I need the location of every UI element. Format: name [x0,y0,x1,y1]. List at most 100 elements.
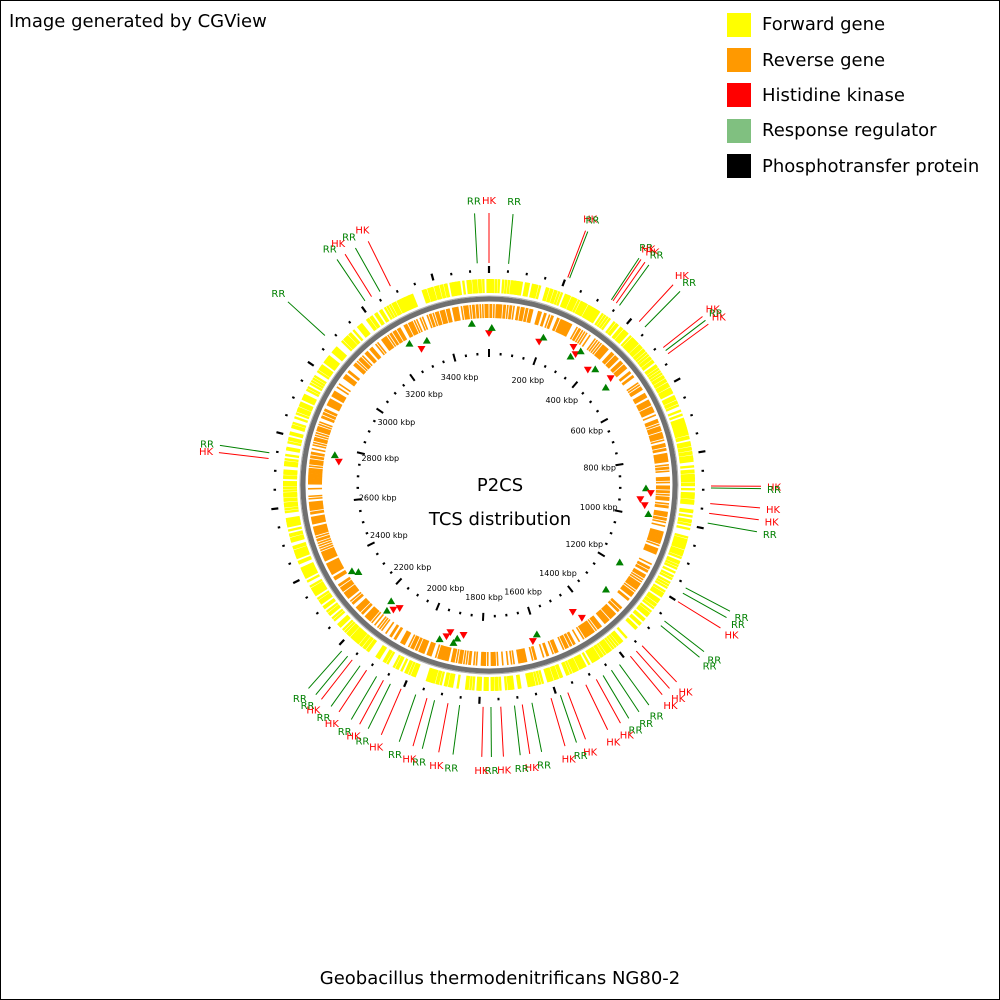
forward-gene-mark [568,658,577,673]
reverse-gene-mark [648,533,663,540]
reverse-gene-mark [358,358,370,370]
forward-gene-mark [643,596,657,608]
legend-swatch-reverse-gene [727,48,751,73]
inner-ruler-minor-tick [421,370,425,374]
reverse-gene-mark [640,408,654,416]
histidine-kinase-label: HK [620,731,635,742]
reverse-gene-mark [316,534,331,541]
reverse-gene-mark [367,608,378,621]
reverse-gene-mark [625,579,639,589]
forward-gene-mark [366,639,378,653]
response-regulator-label: RR [388,750,402,761]
reverse-gene-mark [603,605,615,617]
inner-ruler-minor-tick [442,360,445,364]
reverse-gene-mark [329,398,343,407]
reverse-gene-mark [332,392,346,402]
reverse-gene-mark [361,355,373,367]
forward-gene-mark [676,525,691,531]
reverse-gene-mark [652,516,667,521]
reverse-gene-mark [365,351,377,364]
feature-callout-line [521,704,531,755]
reverse-gene-mark [655,497,670,500]
outer-ruler-major-tick [673,377,681,383]
outer-ruler-minor-tick [611,308,615,313]
forward-gene-mark [291,425,306,432]
response-regulator-label: RR [639,243,653,254]
reverse-gene-mark [611,362,624,373]
reverse-gene-mark [552,317,560,332]
forward-gene-mark [547,667,554,682]
reverse-gene-mark [602,352,614,364]
feature-callout-line [367,683,391,729]
reverse-gene-mark [427,642,434,656]
reverse-gene-mark [364,606,376,618]
response-regulator-marker [354,568,363,575]
forward-gene-mark [607,322,618,336]
reverse-gene-mark [623,582,636,593]
forward-gene-mark [447,673,453,688]
forward-gene-mark [596,642,607,656]
reverse-gene-mark [653,456,668,461]
forward-gene-mark [664,401,679,410]
response-regulator-marker [467,319,476,327]
reverse-gene-mark [359,357,371,369]
reverse-gene-mark [654,503,669,508]
reverse-gene-mark [520,307,525,322]
outer-ruler-major-tick [668,595,676,601]
reverse-gene-mark [429,313,436,328]
forward-gene-mark [298,404,313,412]
genome-backbone [300,296,678,674]
response-regulator-label: RR [293,694,307,705]
inner-ruler-major-tick [614,509,623,513]
histidine-kinase-label: HK [712,312,727,323]
reverse-gene-mark [610,360,622,372]
reverse-gene-mark [572,328,582,342]
forward-gene-mark [588,308,598,323]
reverse-gene-mark [320,416,335,424]
forward-gene-mark [606,635,617,649]
inner-ruler-major-tick [409,373,416,382]
feature-callout-line [350,676,378,720]
reverse-gene-mark [440,645,446,660]
forward-gene-mark [287,438,303,444]
inner-ruler-minor-tick [393,391,397,395]
forward-gene-mark [422,289,430,304]
reverse-gene-mark [593,344,605,357]
forward-gene-mark [408,661,416,676]
forward-gene-mark [348,333,360,345]
feature-callout-line [513,705,521,756]
response-regulator-label: RR [650,712,664,723]
forward-gene-mark [679,459,694,464]
inner-ruler-minor-tick [363,440,367,444]
inner-ruler-minor-tick [611,440,615,444]
forward-gene-mark [510,675,515,690]
forward-gene-mark [380,308,390,323]
reverse-gene-mark [633,394,647,404]
inner-ruler [353,349,624,621]
forward-gene-mark [286,518,301,524]
response-regulator-label: RR [317,713,331,724]
reverse-gene-mark [644,419,659,427]
forward-gene-mark [680,473,695,477]
forward-gene-mark [337,614,349,626]
forward-gene-mark [354,630,366,643]
reverse-gene-mark [312,441,327,447]
response-regulator-marker [566,352,575,360]
forward-gene-mark [310,379,325,389]
reverse-gene-mark [323,409,338,417]
forward-gene-mark [527,672,534,687]
forward-gene-mark [549,289,557,304]
inner-ruler-minor-tick [588,400,593,404]
reverse-gene-mark [387,334,397,347]
forward-gene-mark [561,662,569,676]
reverse-gene-mark [476,304,480,319]
forward-gene-mark [651,585,665,596]
reverse-gene-mark [473,651,476,666]
reverse-gene-mark [390,332,400,346]
inner-ruler-major-tick [571,381,579,389]
forward-gene-mark [518,281,524,296]
forward-gene-mark [286,519,301,525]
reverse-gene-mark [619,371,632,382]
reverse-gene-mark [320,546,335,554]
feature-callout-line [380,688,402,735]
